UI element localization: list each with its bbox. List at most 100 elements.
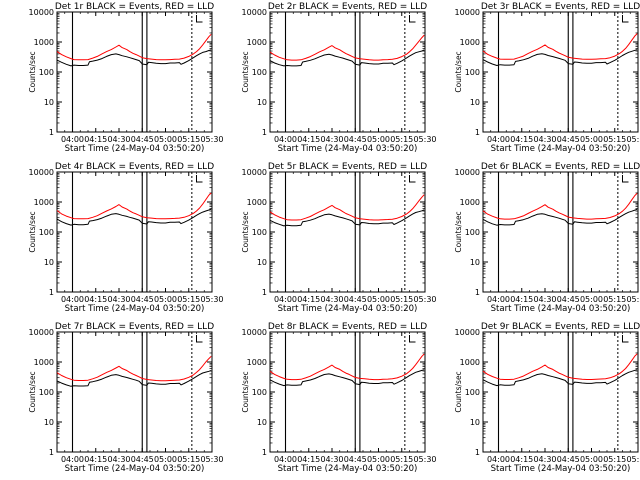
x-tick-label: 05:00 [367, 295, 390, 304]
corner-bracket-mark [622, 175, 629, 183]
lld-series-line [56, 192, 212, 220]
y-axis-label: Counts/sec [454, 211, 463, 252]
x-tick-label: 04:30 [533, 295, 556, 304]
plot-frame [269, 11, 426, 133]
y-tick-label: 10 [44, 418, 54, 427]
plot-frame [269, 171, 426, 293]
x-tick-label: 05:15 [603, 135, 626, 144]
x-tick-label: 04:00 [487, 135, 510, 144]
x-tick-label: 04:15 [297, 135, 320, 144]
x-tick-label: 04:00 [274, 135, 297, 144]
y-tick-label: 10000 [455, 168, 480, 177]
x-tick-label: 04:45 [344, 455, 367, 464]
corner-bracket-mark [409, 175, 416, 183]
x-axis-label: Start Time (24-May-04 03:50:20) [491, 144, 631, 154]
x-tick-label: 05:30 [626, 455, 640, 464]
x-tick-label: 04:00 [487, 295, 510, 304]
panel-title: Det 7r BLACK = Events, RED = LLD [55, 322, 214, 332]
y-tick-label: 10 [257, 98, 267, 107]
x-tick-label: 05:00 [580, 135, 603, 144]
corner-bracket-mark [622, 335, 629, 343]
panel-title: Det 3r BLACK = Events, RED = LLD [481, 2, 640, 12]
y-axis-label: Counts/sec [28, 51, 37, 92]
y-tick-label: 100 [465, 68, 480, 77]
x-tick-label: 04:15 [84, 295, 107, 304]
x-tick-label: 05:00 [580, 455, 603, 464]
y-tick-label: 1000 [460, 198, 480, 207]
events-series-line [482, 49, 638, 66]
y-tick-label: 1 [49, 288, 54, 297]
y-tick-label: 1 [262, 128, 267, 137]
y-axis-label: Counts/sec [241, 371, 250, 412]
x-axis-label: Start Time (24-May-04 03:50:20) [65, 304, 205, 314]
y-tick-label: 100 [465, 228, 480, 237]
y-tick-label: 100 [252, 68, 267, 77]
lld-series-line [269, 34, 425, 61]
x-tick-label: 05:00 [580, 295, 603, 304]
events-series-line [56, 49, 212, 67]
panel-title: Det 9r BLACK = Events, RED = LLD [481, 322, 640, 332]
x-tick-label: 05:00 [367, 455, 390, 464]
y-tick-label: 100 [39, 228, 54, 237]
x-tick-label: 05:30 [200, 135, 223, 144]
x-tick-label: 04:00 [61, 295, 84, 304]
detector-panel: Det 5r BLACK = Events, RED = LLD 1 10 100 10… [241, 162, 437, 314]
detector-panel: Det 7r BLACK = Events, RED = LLD 1 10 100 10… [28, 322, 224, 474]
y-tick-label: 1000 [247, 198, 267, 207]
events-series-line [56, 208, 212, 226]
x-tick-label: 05:00 [154, 295, 177, 304]
x-tick-label: 04:30 [107, 455, 130, 464]
detector-panel: Det 4r BLACK = Events, RED = LLD 1 10 100 10… [28, 162, 224, 314]
y-tick-label: 100 [465, 388, 480, 397]
y-axis-label: Counts/sec [454, 371, 463, 412]
x-tick-label: 05:30 [413, 295, 436, 304]
events-series-line [269, 209, 425, 227]
y-tick-label: 1000 [460, 38, 480, 47]
lld-series-line [56, 33, 212, 61]
lld-series-line [482, 33, 638, 60]
y-tick-label: 1 [475, 288, 480, 297]
y-axis-label: Counts/sec [241, 51, 250, 92]
y-axis-label: Counts/sec [241, 211, 250, 252]
detector-panel: Det 3r BLACK = Events, RED = LLD 1 10 100 10… [454, 2, 640, 154]
corner-bracket-mark [196, 15, 203, 23]
x-tick-label: 04:30 [107, 295, 130, 304]
x-tick-label: 04:15 [510, 135, 533, 144]
corner-bracket-mark [409, 335, 416, 343]
y-tick-label: 10000 [242, 328, 267, 337]
events-series-line [269, 369, 425, 387]
detector-panel: Det 8r BLACK = Events, RED = LLD 1 10 100 10… [241, 322, 437, 474]
y-tick-label: 1000 [34, 358, 54, 367]
x-tick-label: 04:45 [557, 135, 580, 144]
corner-bracket-mark [196, 175, 203, 183]
panel-title: Det 8r BLACK = Events, RED = LLD [268, 322, 427, 332]
lld-series-line [269, 194, 425, 221]
x-tick-label: 04:30 [533, 455, 556, 464]
x-tick-label: 04:30 [320, 295, 343, 304]
x-tick-label: 05:30 [413, 135, 436, 144]
events-series-line [269, 49, 425, 67]
plot-frame [56, 11, 213, 133]
detector-panel: Det 9r BLACK = Events, RED = LLD 1 10 100 10… [454, 322, 640, 474]
y-tick-label: 1 [475, 128, 480, 137]
y-tick-label: 10 [470, 98, 480, 107]
y-tick-label: 10 [470, 418, 480, 427]
x-tick-label: 05:15 [390, 455, 413, 464]
x-tick-label: 04:30 [533, 135, 556, 144]
x-tick-label: 05:00 [154, 455, 177, 464]
panel-title: Det 4r BLACK = Events, RED = LLD [55, 162, 214, 172]
detector-panel: Det 6r BLACK = Events, RED = LLD 1 10 100 10… [454, 162, 640, 314]
plot-frame [56, 171, 213, 293]
y-tick-label: 10 [470, 258, 480, 267]
y-tick-label: 100 [252, 228, 267, 237]
y-tick-label: 10000 [29, 328, 54, 337]
lld-series-line [482, 192, 638, 220]
events-series-line [482, 208, 638, 226]
panel-title: Det 1r BLACK = Events, RED = LLD [55, 2, 214, 12]
x-tick-label: 04:00 [274, 295, 297, 304]
y-tick-label: 1000 [247, 358, 267, 367]
x-tick-label: 04:15 [84, 455, 107, 464]
x-tick-label: 05:00 [154, 135, 177, 144]
x-tick-label: 04:30 [320, 455, 343, 464]
y-tick-label: 10000 [242, 8, 267, 17]
